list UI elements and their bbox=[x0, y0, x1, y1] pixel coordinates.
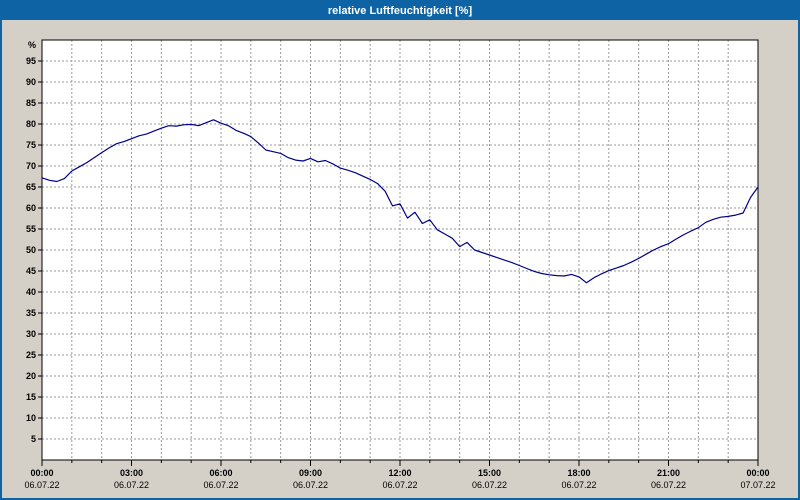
svg-text:06.07.22: 06.07.22 bbox=[293, 480, 328, 490]
svg-text:80: 80 bbox=[26, 119, 36, 129]
svg-text:55: 55 bbox=[26, 224, 36, 234]
chart-area: 5 10 15 20 25 30 35 40 45 50 55 60 65 70 75 80 85 90 95% 00… bbox=[2, 20, 798, 498]
title-bar: relative Luftfeuchtigkeit [%] bbox=[2, 2, 798, 20]
svg-text:06.07.22: 06.07.22 bbox=[24, 480, 59, 490]
svg-text:06.07.22: 06.07.22 bbox=[114, 480, 149, 490]
svg-text:09:00: 09:00 bbox=[299, 468, 322, 478]
svg-text:70: 70 bbox=[26, 161, 36, 171]
svg-text:35: 35 bbox=[26, 308, 36, 318]
svg-text:65: 65 bbox=[26, 182, 36, 192]
humidity-line-chart: 5 10 15 20 25 30 35 40 45 50 55 60 65 70 75 80 85 90 95% 00… bbox=[24, 39, 776, 490]
svg-text:%: % bbox=[28, 40, 36, 50]
svg-text:06.07.22: 06.07.22 bbox=[651, 480, 686, 490]
page-title: relative Luftfeuchtigkeit [%] bbox=[327, 5, 473, 17]
svg-text:85: 85 bbox=[26, 98, 36, 108]
svg-text:40: 40 bbox=[26, 287, 36, 297]
svg-text:18:00: 18:00 bbox=[567, 468, 590, 478]
svg-text:03:00: 03:00 bbox=[120, 468, 143, 478]
svg-text:90: 90 bbox=[26, 77, 36, 87]
svg-text:25: 25 bbox=[26, 350, 36, 360]
svg-text:50: 50 bbox=[26, 245, 36, 255]
svg-text:06.07.22: 06.07.22 bbox=[203, 480, 238, 490]
svg-text:15: 15 bbox=[26, 392, 36, 402]
svg-text:06:00: 06:00 bbox=[209, 468, 232, 478]
svg-text:21:00: 21:00 bbox=[657, 468, 680, 478]
svg-text:06.07.22: 06.07.22 bbox=[561, 480, 596, 490]
svg-text:45: 45 bbox=[26, 266, 36, 276]
svg-text:75: 75 bbox=[26, 140, 36, 150]
svg-text:00:00: 00:00 bbox=[746, 468, 769, 478]
svg-text:06.07.22: 06.07.22 bbox=[472, 480, 507, 490]
svg-text:20: 20 bbox=[26, 371, 36, 381]
svg-text:30: 30 bbox=[26, 329, 36, 339]
svg-text:07.07.22: 07.07.22 bbox=[740, 480, 775, 490]
svg-text:10: 10 bbox=[26, 413, 36, 423]
svg-text:95: 95 bbox=[26, 56, 36, 66]
svg-text:60: 60 bbox=[26, 203, 36, 213]
svg-text:12:00: 12:00 bbox=[388, 468, 411, 478]
svg-text:5: 5 bbox=[31, 434, 36, 444]
svg-text:00:00: 00:00 bbox=[30, 468, 53, 478]
svg-text:06.07.22: 06.07.22 bbox=[382, 480, 417, 490]
svg-text:15:00: 15:00 bbox=[478, 468, 501, 478]
